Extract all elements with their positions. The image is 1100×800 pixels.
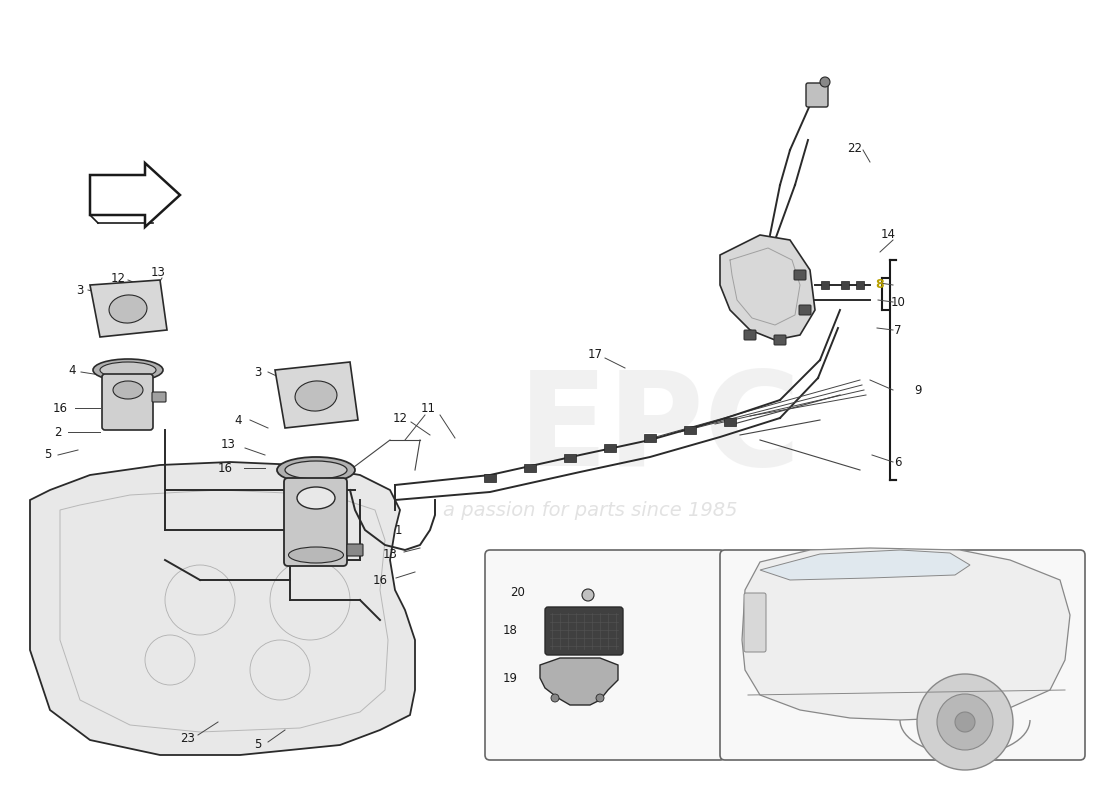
FancyBboxPatch shape (720, 550, 1085, 760)
Circle shape (917, 674, 1013, 770)
Text: 2: 2 (54, 426, 62, 438)
Polygon shape (90, 280, 167, 337)
Ellipse shape (94, 359, 163, 381)
Text: 19: 19 (503, 671, 517, 685)
Text: 13: 13 (383, 549, 397, 562)
Text: 4: 4 (68, 363, 76, 377)
FancyBboxPatch shape (564, 454, 576, 462)
FancyBboxPatch shape (524, 464, 536, 472)
FancyBboxPatch shape (799, 305, 811, 315)
Ellipse shape (297, 487, 336, 509)
Polygon shape (720, 235, 815, 340)
Circle shape (937, 694, 993, 750)
Ellipse shape (295, 381, 337, 411)
Text: 13: 13 (221, 438, 235, 451)
Text: 13: 13 (151, 266, 165, 278)
Ellipse shape (285, 461, 346, 479)
Text: a passion for parts since 1985: a passion for parts since 1985 (442, 501, 737, 519)
Polygon shape (275, 362, 358, 428)
Circle shape (596, 694, 604, 702)
FancyBboxPatch shape (806, 83, 828, 107)
Text: EPC: EPC (518, 366, 802, 494)
Ellipse shape (113, 381, 143, 399)
Circle shape (955, 712, 975, 732)
FancyBboxPatch shape (856, 281, 864, 289)
Text: 8: 8 (876, 278, 884, 291)
Text: 9: 9 (914, 383, 922, 397)
Text: 22: 22 (847, 142, 862, 154)
FancyBboxPatch shape (724, 418, 736, 426)
FancyBboxPatch shape (484, 474, 496, 482)
Text: 10: 10 (891, 295, 905, 309)
Text: 5: 5 (254, 738, 262, 751)
FancyBboxPatch shape (821, 281, 829, 289)
Circle shape (551, 694, 559, 702)
Circle shape (820, 77, 830, 87)
Text: 17: 17 (587, 349, 603, 362)
Text: 4: 4 (234, 414, 242, 426)
Text: 1: 1 (394, 523, 402, 537)
FancyBboxPatch shape (604, 444, 616, 452)
Text: 14: 14 (880, 229, 895, 242)
FancyBboxPatch shape (744, 330, 756, 340)
Ellipse shape (109, 295, 147, 323)
Text: 23: 23 (180, 731, 196, 745)
Text: 3: 3 (254, 366, 262, 378)
Polygon shape (540, 658, 618, 705)
Text: 18: 18 (503, 623, 517, 637)
Text: 12: 12 (393, 411, 407, 425)
Text: 11: 11 (420, 402, 436, 414)
Text: 5: 5 (44, 449, 52, 462)
FancyBboxPatch shape (102, 374, 153, 430)
FancyBboxPatch shape (485, 550, 725, 760)
Ellipse shape (288, 547, 343, 563)
FancyBboxPatch shape (794, 270, 806, 280)
FancyBboxPatch shape (644, 434, 656, 442)
FancyBboxPatch shape (346, 544, 363, 556)
FancyBboxPatch shape (842, 281, 849, 289)
FancyBboxPatch shape (774, 335, 786, 345)
Text: 7: 7 (894, 323, 902, 337)
Text: 6: 6 (894, 455, 902, 469)
Ellipse shape (277, 457, 355, 483)
Ellipse shape (100, 362, 156, 378)
FancyBboxPatch shape (284, 478, 346, 566)
FancyBboxPatch shape (152, 392, 166, 402)
Text: 3: 3 (76, 283, 84, 297)
Text: 16: 16 (373, 574, 387, 586)
Text: 20: 20 (510, 586, 526, 598)
Text: 16: 16 (53, 402, 67, 414)
Polygon shape (30, 462, 415, 755)
FancyBboxPatch shape (544, 607, 623, 655)
Text: 16: 16 (218, 462, 232, 474)
Text: 12: 12 (110, 271, 125, 285)
FancyBboxPatch shape (684, 426, 696, 434)
FancyBboxPatch shape (744, 593, 766, 652)
Polygon shape (742, 548, 1070, 720)
Circle shape (582, 589, 594, 601)
Polygon shape (760, 550, 970, 580)
Polygon shape (90, 163, 180, 227)
